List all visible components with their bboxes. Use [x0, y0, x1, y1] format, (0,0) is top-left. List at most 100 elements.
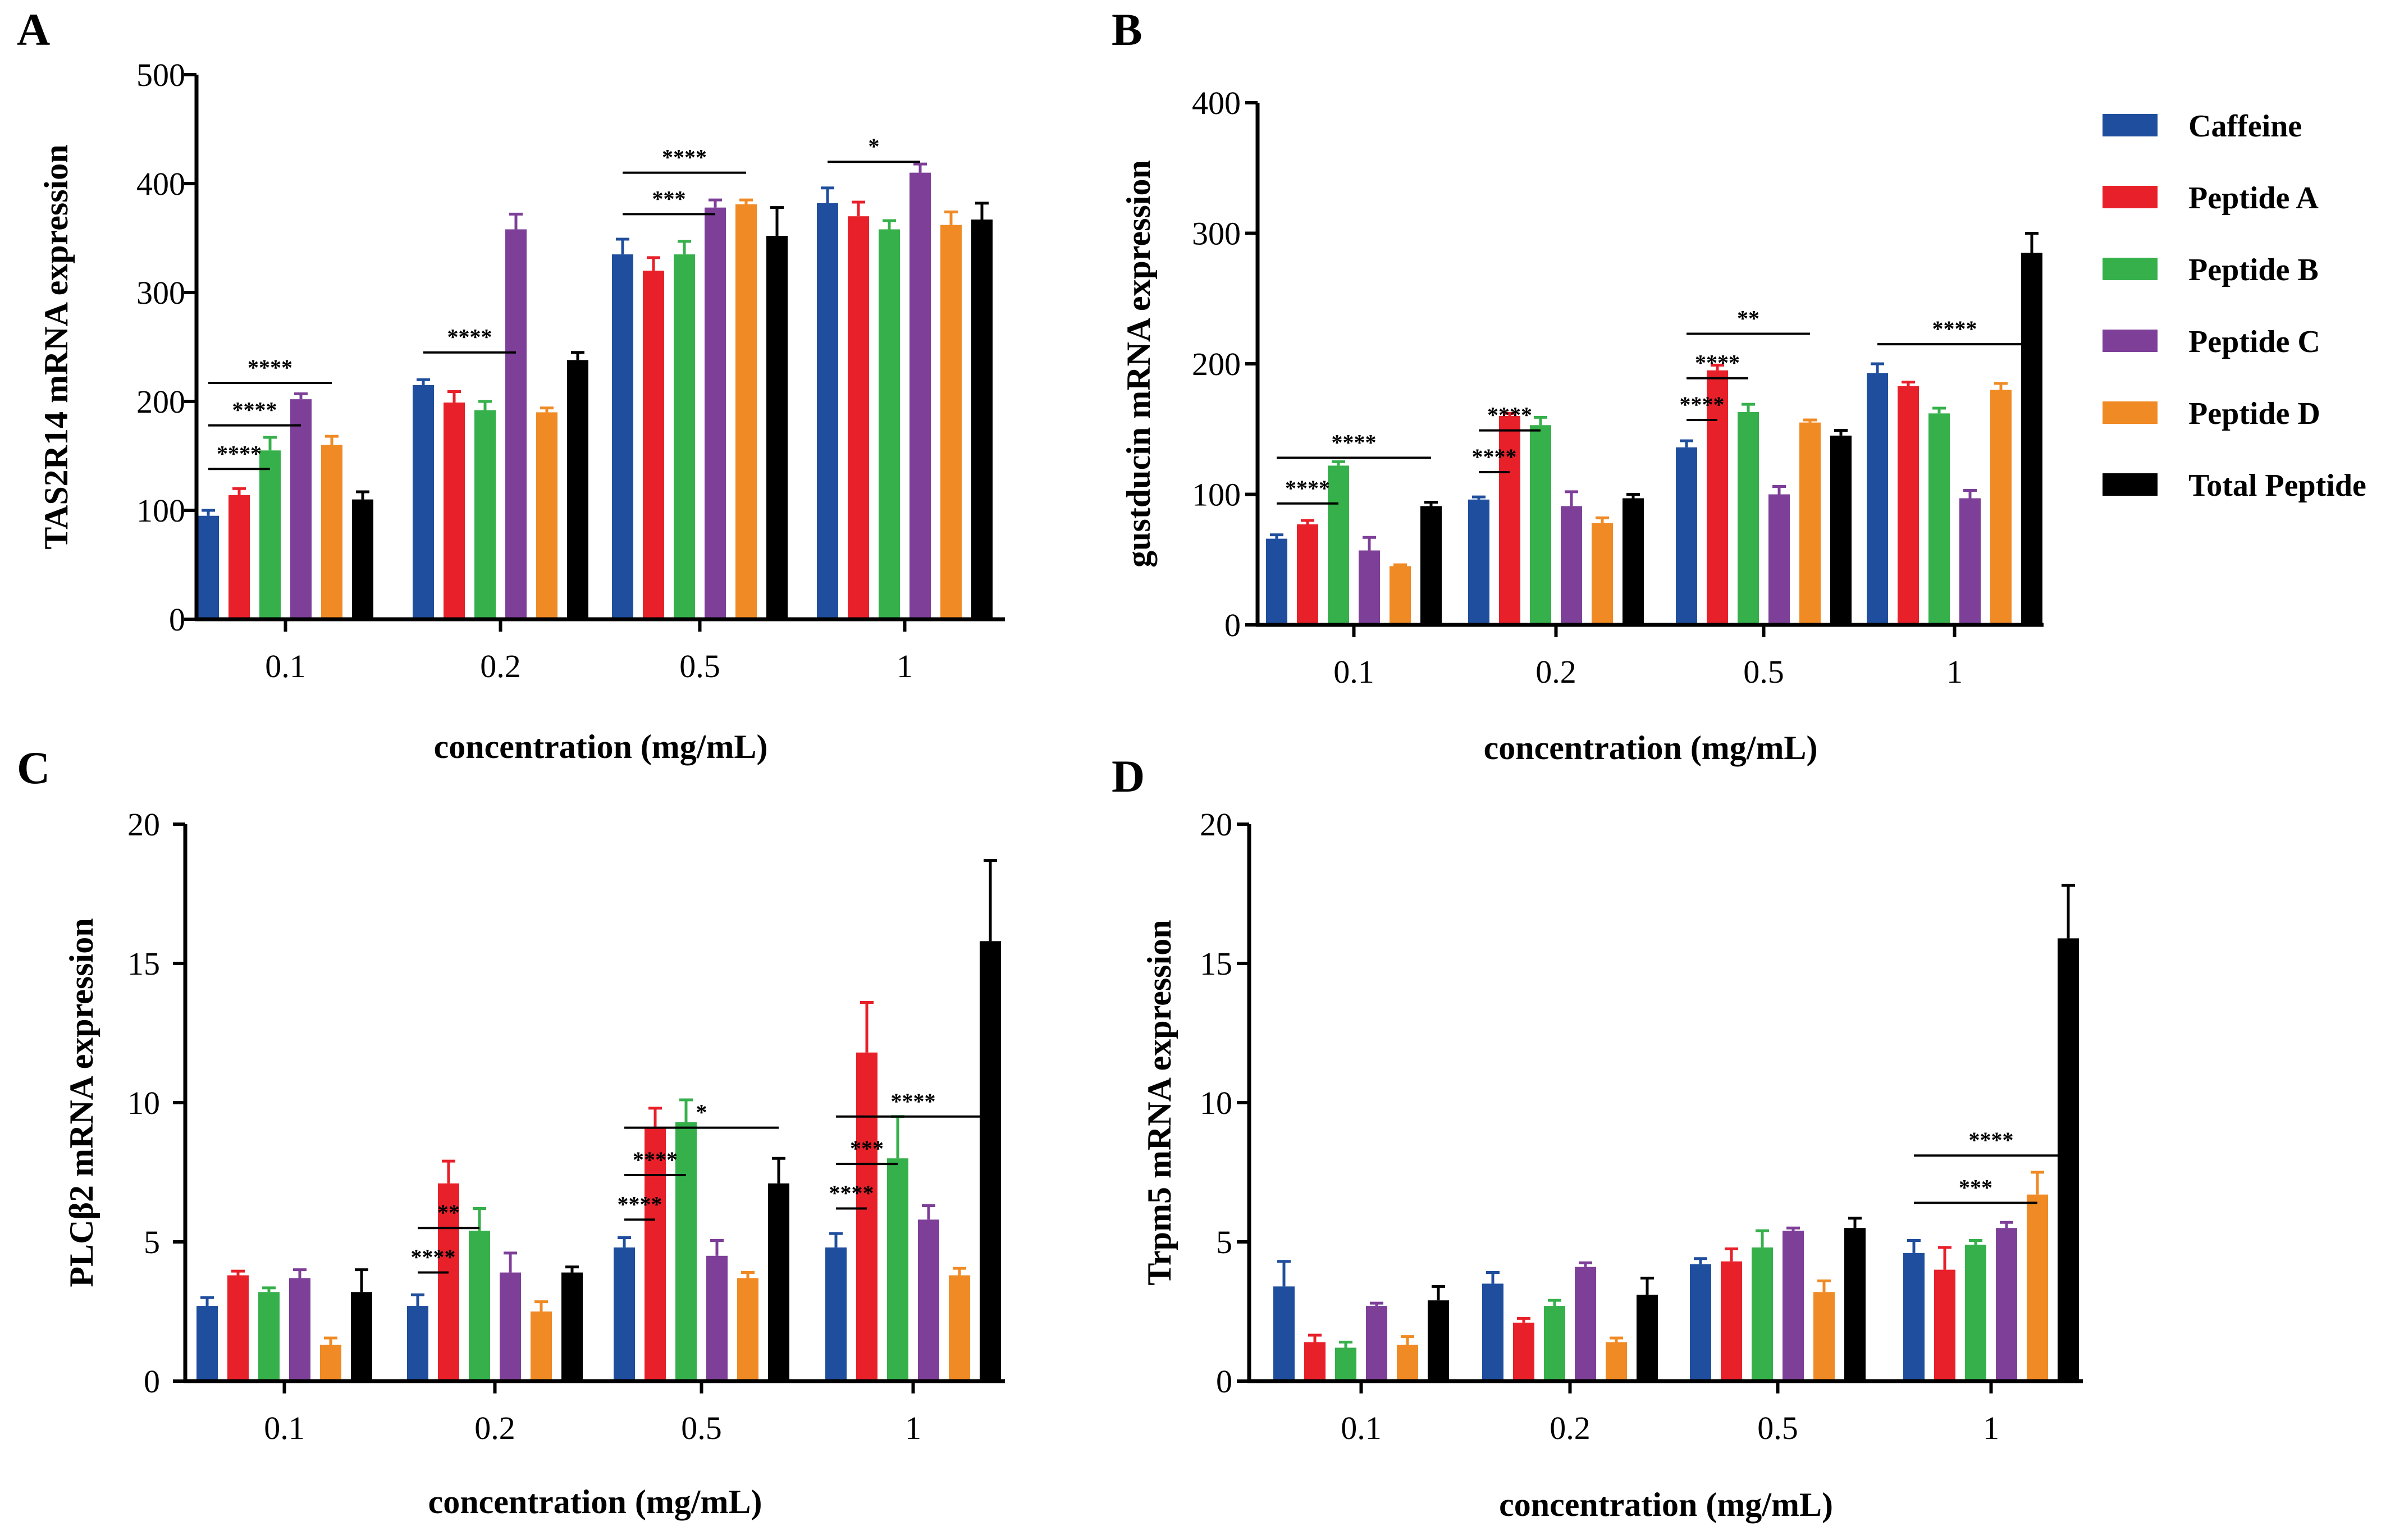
bar	[469, 1231, 490, 1381]
bar	[1420, 506, 1442, 625]
legend-label: Total Peptide	[2188, 468, 2366, 503]
panel-letter: C	[17, 742, 50, 793]
y-tick-label: 0	[144, 1363, 160, 1400]
bar	[320, 1345, 341, 1381]
bar	[1934, 1269, 1955, 1381]
bar	[949, 1275, 970, 1381]
significance-label: ****	[618, 1191, 662, 1217]
x-tick-label: 1	[1983, 1410, 1999, 1446]
significance-label: ***	[652, 186, 686, 211]
bar	[1690, 1264, 1711, 1381]
x-axis-title: concentration (mg/mL)	[1484, 729, 1818, 766]
panel-letter: B	[1112, 4, 1142, 55]
bar	[258, 1292, 280, 1381]
bar	[735, 204, 757, 619]
significance-label: ****	[1285, 476, 1330, 501]
y-tick-label: 400	[136, 166, 185, 202]
bar	[1903, 1253, 1925, 1381]
bar	[1397, 1345, 1418, 1381]
bar	[1830, 435, 1852, 625]
bar	[1513, 1322, 1534, 1381]
significance-label: ****	[411, 1245, 456, 1270]
bar	[817, 203, 838, 619]
bar	[643, 271, 664, 619]
bar	[2058, 938, 2079, 1381]
bar	[1738, 412, 1759, 625]
bar	[1428, 1300, 1449, 1381]
bar	[198, 515, 219, 619]
bar	[1366, 1306, 1387, 1381]
legend-label: Peptide D	[2188, 396, 2320, 431]
bar	[413, 385, 434, 619]
x-tick-label: 1	[897, 648, 913, 684]
bar	[1623, 498, 1644, 625]
panel-letter: A	[17, 4, 50, 55]
bar	[1592, 523, 1613, 625]
x-tick-label: 0.2	[474, 1410, 515, 1446]
y-tick-label: 200	[1192, 346, 1241, 382]
bar	[474, 410, 496, 619]
panel-a: A 0 100 200 300 400 500 0.1 0.2 0.5 1 TAS2R14 mRNA …	[17, 4, 1005, 765]
legend-swatch	[2103, 186, 2158, 208]
panel-d: D 0 5 10 15 20 0.1 0.2 0.5 1 Trpm5 mRNA expression…	[1112, 751, 2083, 1523]
y-tick-label: 100	[136, 492, 185, 529]
bar	[1844, 1228, 1866, 1381]
y-tick-label: 20	[1200, 806, 1232, 843]
bar	[1561, 506, 1582, 625]
bar	[887, 1158, 908, 1381]
significance-label: ****	[217, 441, 262, 466]
bar	[1867, 373, 1888, 625]
bar	[1768, 494, 1790, 625]
y-tick-label: 5	[1216, 1224, 1232, 1260]
bar	[290, 399, 312, 619]
y-tick-label: 0	[1224, 607, 1241, 643]
bar	[1990, 390, 2012, 625]
panel-letter: D	[1112, 751, 1145, 802]
significance-label: ***	[1959, 1175, 1992, 1200]
x-tick-label: 1	[905, 1410, 921, 1446]
significance-label: ****	[1969, 1127, 2014, 1153]
bar	[444, 402, 465, 619]
significance-label: ****	[1472, 444, 1517, 469]
significance-label: ****	[1487, 403, 1532, 428]
bar	[980, 941, 1001, 1381]
legend-swatch	[2103, 114, 2158, 136]
bar	[1482, 1283, 1503, 1381]
bar	[227, 1275, 249, 1381]
significance-label: ****	[1695, 350, 1740, 376]
bar	[1813, 1292, 1835, 1381]
significance-label: *	[869, 134, 880, 159]
bar	[1721, 1261, 1742, 1381]
legend-swatch	[2103, 330, 2158, 352]
y-tick-label: 100	[1192, 477, 1241, 513]
significance-label: ***	[850, 1136, 884, 1161]
significance-label: ****	[829, 1180, 874, 1205]
bar	[940, 225, 962, 620]
bar	[438, 1183, 459, 1381]
bar	[1544, 1306, 1565, 1381]
y-tick-label: 300	[1192, 216, 1241, 252]
y-tick-label: 10	[127, 1085, 160, 1121]
bar	[351, 1292, 372, 1381]
significance-label: ****	[1932, 316, 1977, 341]
significance-label: *	[696, 1100, 707, 1125]
bar	[1273, 1286, 1295, 1381]
y-tick-label: 400	[1192, 85, 1241, 121]
y-axis-title: gustducin mRNA expression	[1120, 160, 1157, 568]
x-tick-label: 0.1	[1333, 654, 1374, 690]
bar	[1390, 566, 1411, 625]
significance-label: ****	[633, 1147, 678, 1172]
bar	[1297, 524, 1318, 625]
x-tick-label: 0.5	[1757, 1410, 1798, 1446]
bar	[612, 254, 633, 620]
x-tick-label: 0.2	[1535, 654, 1576, 690]
y-tick-label: 10	[1200, 1085, 1232, 1121]
bar	[1468, 499, 1489, 625]
bar	[879, 229, 900, 620]
x-tick-label: 0.5	[681, 1410, 722, 1446]
significance-label: ****	[891, 1089, 936, 1114]
bar	[1335, 1347, 1356, 1381]
bar	[228, 495, 250, 619]
bar	[531, 1311, 552, 1381]
